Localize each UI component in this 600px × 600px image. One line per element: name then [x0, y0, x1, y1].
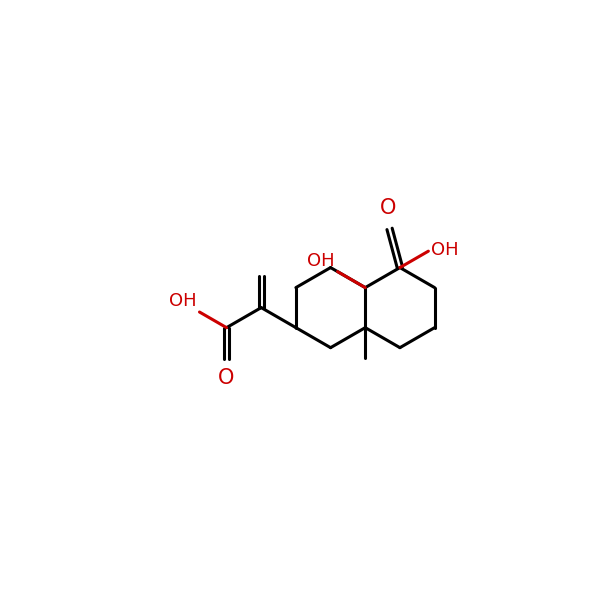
- Text: OH: OH: [431, 241, 459, 259]
- Text: OH: OH: [169, 292, 196, 310]
- Text: OH: OH: [307, 252, 334, 270]
- Text: O: O: [380, 198, 396, 218]
- Text: O: O: [218, 368, 235, 388]
